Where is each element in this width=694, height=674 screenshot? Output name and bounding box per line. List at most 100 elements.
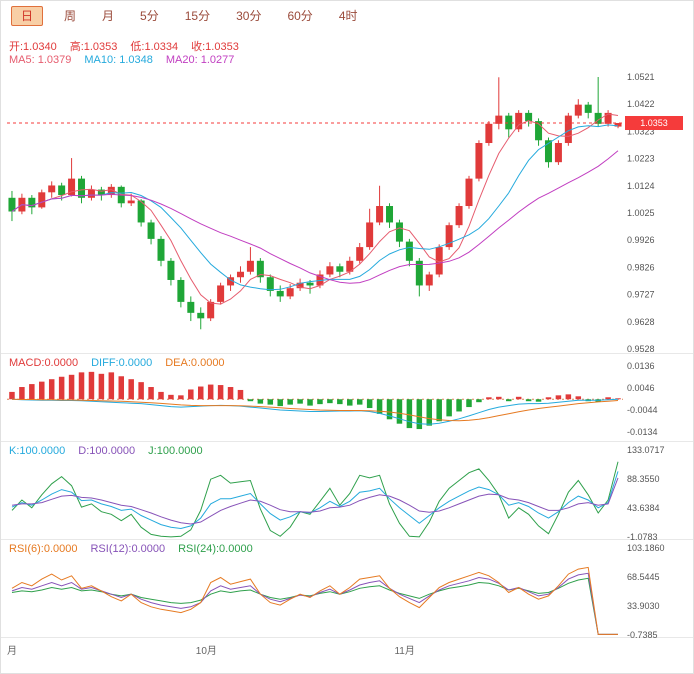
macd-histogram-bar [347, 399, 353, 406]
macd-histogram-bar [545, 397, 552, 400]
candle-body [28, 197, 36, 208]
macd-histogram-bar [138, 382, 144, 400]
macd-histogram-bar [307, 399, 313, 406]
y-axis-tick: -0.0134 [627, 427, 658, 437]
macd-histogram-bar [615, 398, 621, 400]
macd-histogram-bar [317, 399, 323, 405]
timeframe-tab-day[interactable]: 日 [11, 6, 44, 26]
candle-body [87, 189, 95, 198]
price-chart-canvas[interactable]: 1.0521 1.0422 1.0323 1.0223 1.0124 1.0025 0.99… [1, 31, 694, 353]
d-value: D:100.0000 [78, 445, 136, 457]
y-axis-tick: 0.9727 [627, 290, 655, 300]
y-axis-tick: 0.0046 [627, 383, 655, 393]
macd-histogram-bar [535, 399, 542, 402]
rsi24-value: RSI(24):0.0000 [178, 543, 253, 555]
candle-body [366, 222, 374, 248]
timeframe-tab-month[interactable]: 月 [102, 9, 115, 23]
macd-histogram-bar [505, 399, 512, 402]
macd-histogram-bar [217, 385, 224, 400]
y-axis-tick: 0.9926 [627, 235, 655, 245]
timeframe-tab-60min[interactable]: 60分 [287, 9, 313, 23]
rsi6-line [11, 566, 618, 635]
ma5-value: MA5: 1.0379 [9, 54, 72, 66]
dea-line [11, 398, 619, 422]
macd-histogram-bar [247, 399, 254, 402]
timeframe-tab-30min[interactable]: 30分 [236, 9, 262, 23]
candle-body [177, 279, 185, 302]
candle-body [68, 178, 76, 196]
macd-panel: 0.0136 0.0046 -0.0044 -0.0134 MACD:0.0000 DI… [1, 353, 694, 442]
y-axis-tick: -0.7385 [627, 630, 658, 638]
y-axis-tick: 68.5445 [627, 572, 660, 582]
candle-body [8, 197, 16, 212]
macd-histogram-bar [29, 384, 35, 400]
candle-body [97, 189, 105, 196]
candle-body [217, 285, 225, 302]
macd-histogram-bar [58, 376, 65, 400]
rsi-chart-canvas[interactable]: 103.1860 68.5445 33.9030 -0.7385 [1, 540, 694, 638]
candle-body [336, 266, 344, 272]
y-axis-tick: 0.0136 [627, 361, 655, 371]
ma20-value: MA20: 1.0277 [165, 54, 235, 66]
candle-body [356, 247, 364, 261]
macd-histogram-bar [297, 399, 303, 404]
macd-histogram-bar [486, 397, 492, 400]
macd-histogram-bar [456, 399, 462, 412]
candle-body [544, 140, 552, 163]
y-axis-tick: 103.1860 [627, 543, 665, 553]
candle-body [157, 238, 165, 261]
candle-body [256, 260, 264, 278]
candle-body [584, 104, 592, 113]
macd-histogram-bar [515, 396, 522, 400]
y-axis-tick: 1.0422 [627, 99, 655, 109]
timeframe-tab-4hour[interactable]: 4时 [338, 9, 358, 23]
macd-chart-canvas[interactable]: 0.0136 0.0046 -0.0044 -0.0134 [1, 354, 694, 442]
diff-value: DIFF:0.0000 [91, 357, 153, 369]
macd-histogram-bar [188, 389, 194, 400]
candle-body [187, 301, 195, 313]
y-axis-tick: 1.0323 [627, 126, 655, 136]
candle-body [525, 112, 533, 122]
candle-body [435, 247, 443, 275]
k-line [11, 471, 619, 530]
macd-histogram-bar [575, 396, 582, 400]
candle-body [574, 104, 582, 116]
y-axis-tick: -0.0044 [627, 405, 658, 415]
macd-histogram-bar [287, 399, 293, 405]
macd-histogram-bar [178, 395, 184, 400]
candle-body [425, 274, 433, 286]
candle-body [78, 178, 86, 198]
timeframe-tab-week[interactable]: 周 [64, 9, 77, 23]
timeframe-tab-15min[interactable]: 15分 [184, 9, 211, 23]
candle-body [286, 288, 294, 297]
y-axis-tick: 0.9826 [627, 262, 655, 272]
rsi24-line [11, 577, 618, 635]
macd-histogram-bar [19, 387, 25, 400]
macd-histogram-bar [466, 399, 472, 408]
timeframe-tab-5min[interactable]: 5分 [140, 9, 159, 23]
ohlc-close: 收:1.0353 [191, 41, 239, 53]
macd-histogram-bar [128, 379, 134, 400]
macd-histogram-bar [78, 372, 85, 400]
macd-histogram-bar [257, 399, 264, 404]
candle-body [167, 260, 175, 280]
macd-histogram-bar [496, 396, 502, 400]
candle-body [485, 123, 493, 144]
y-axis-tick: 133.0717 [627, 445, 665, 455]
candle-body [455, 206, 463, 226]
y-axis-tick: -1.0783 [627, 532, 658, 540]
candle-body [465, 178, 473, 207]
candle-body [137, 200, 145, 223]
candle-body [276, 290, 284, 297]
candle-body [38, 192, 46, 208]
kdj-chart-canvas[interactable]: 133.0717 88.3550 43.6384 -1.0783 [1, 442, 694, 540]
y-axis-tick: 1.0124 [627, 181, 655, 191]
y-axis-tick: 33.9030 [627, 601, 660, 611]
candle-body [48, 185, 56, 193]
rsi-panel: 103.1860 68.5445 33.9030 -0.7385 RSI(6):0.0… [1, 539, 694, 638]
candle-body [594, 112, 602, 124]
macd-histogram-bar [277, 399, 283, 407]
ma10-line [11, 124, 619, 291]
kdj-panel: 133.0717 88.3550 43.6384 -1.0783 K:100.0000… [1, 441, 694, 540]
